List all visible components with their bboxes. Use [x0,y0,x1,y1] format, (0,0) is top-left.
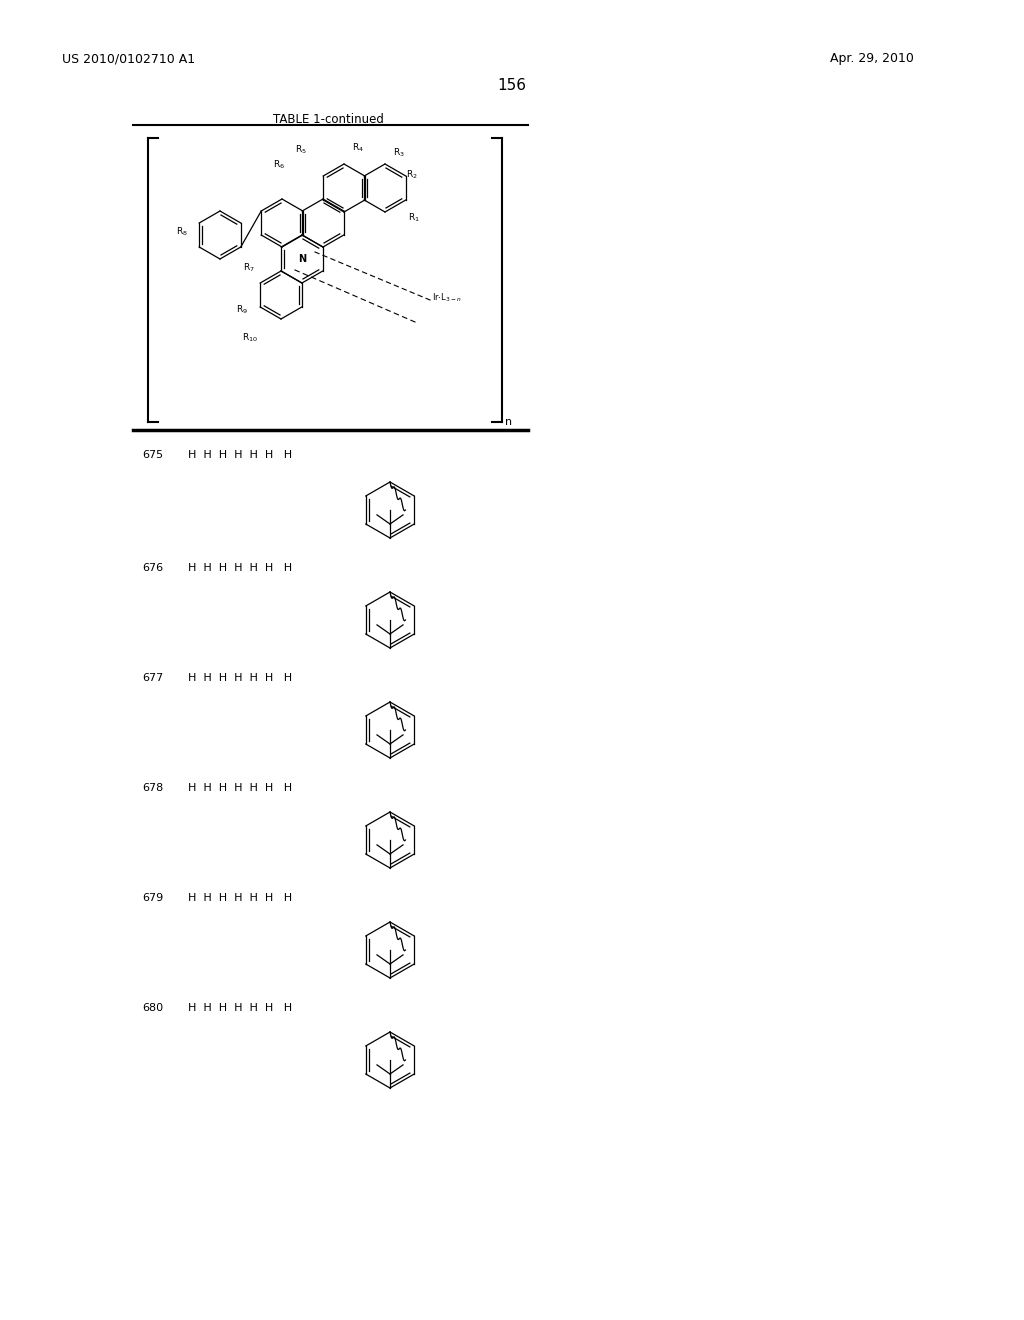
Text: N: N [298,253,306,264]
Text: R$_7$: R$_7$ [243,261,255,275]
Text: R$_{10}$: R$_{10}$ [242,331,258,345]
Text: R$_5$: R$_5$ [295,144,307,156]
Text: R$_8$: R$_8$ [176,226,188,238]
Text: H  H  H  H  H  H   H: H H H H H H H [188,450,292,459]
Text: R$_6$: R$_6$ [273,158,285,172]
Text: H  H  H  H  H  H   H: H H H H H H H [188,783,292,793]
Text: R$_4$: R$_4$ [352,141,364,154]
Text: H  H  H  H  H  H   H: H H H H H H H [188,1003,292,1012]
Text: 678: 678 [142,783,163,793]
Text: R$_3$: R$_3$ [393,147,404,160]
Text: 675: 675 [142,450,163,459]
Text: H  H  H  H  H  H   H: H H H H H H H [188,894,292,903]
Text: R$_9$: R$_9$ [237,304,248,317]
Text: US 2010/0102710 A1: US 2010/0102710 A1 [62,51,196,65]
Text: TABLE 1-continued: TABLE 1-continued [272,114,383,125]
Text: Ir$\cdot$L$_{3-n}$: Ir$\cdot$L$_{3-n}$ [432,292,462,304]
Text: 676: 676 [142,564,163,573]
Text: H  H  H  H  H  H   H: H H H H H H H [188,673,292,682]
Text: n: n [505,417,512,426]
Text: 679: 679 [142,894,163,903]
Text: R$_1$: R$_1$ [408,211,420,224]
Text: Apr. 29, 2010: Apr. 29, 2010 [830,51,913,65]
Text: 156: 156 [498,78,526,92]
Text: H  H  H  H  H  H   H: H H H H H H H [188,564,292,573]
Text: R$_2$: R$_2$ [406,169,418,181]
Text: 680: 680 [142,1003,163,1012]
Text: 677: 677 [142,673,163,682]
